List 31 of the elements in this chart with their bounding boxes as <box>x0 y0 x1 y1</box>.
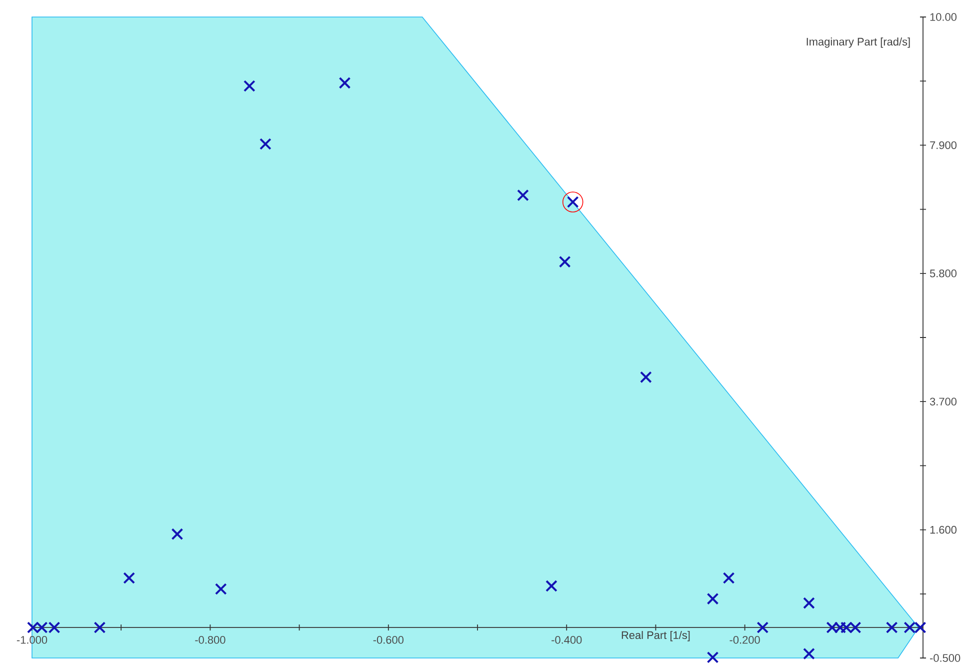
point <box>562 192 584 212</box>
point <box>558 256 571 268</box>
x-axis-title: Real Part [1/s] <box>622 631 690 642</box>
x-tick-label: -0.600 <box>373 636 404 644</box>
y-tick-label: 10.00 <box>930 13 957 21</box>
point <box>706 592 719 605</box>
point <box>886 622 898 634</box>
y-tick-label: 3.700 <box>930 398 957 406</box>
y-tick-label: 5.800 <box>930 270 957 278</box>
point <box>243 80 256 92</box>
x-tick-label: -0.400 <box>552 636 582 644</box>
point <box>214 583 227 595</box>
point <box>259 138 272 150</box>
x-tick-label: -0.200 <box>730 636 760 644</box>
point <box>722 572 735 584</box>
y-axis-title: Imaginary Part [rad/s] <box>806 38 910 48</box>
point <box>640 371 652 384</box>
y-tick-label: 7.900 <box>930 141 957 150</box>
point <box>803 597 815 610</box>
x-tick-label: -0.800 <box>195 636 226 644</box>
point <box>171 528 184 540</box>
y-tick-label: -0.500 <box>930 654 960 662</box>
y-tick-label: 1.600 <box>930 526 957 534</box>
point <box>516 189 529 202</box>
point <box>756 622 769 634</box>
point <box>123 572 136 584</box>
point <box>94 622 106 634</box>
point <box>338 76 351 89</box>
point <box>706 651 719 664</box>
point <box>546 580 558 592</box>
point <box>803 648 815 660</box>
